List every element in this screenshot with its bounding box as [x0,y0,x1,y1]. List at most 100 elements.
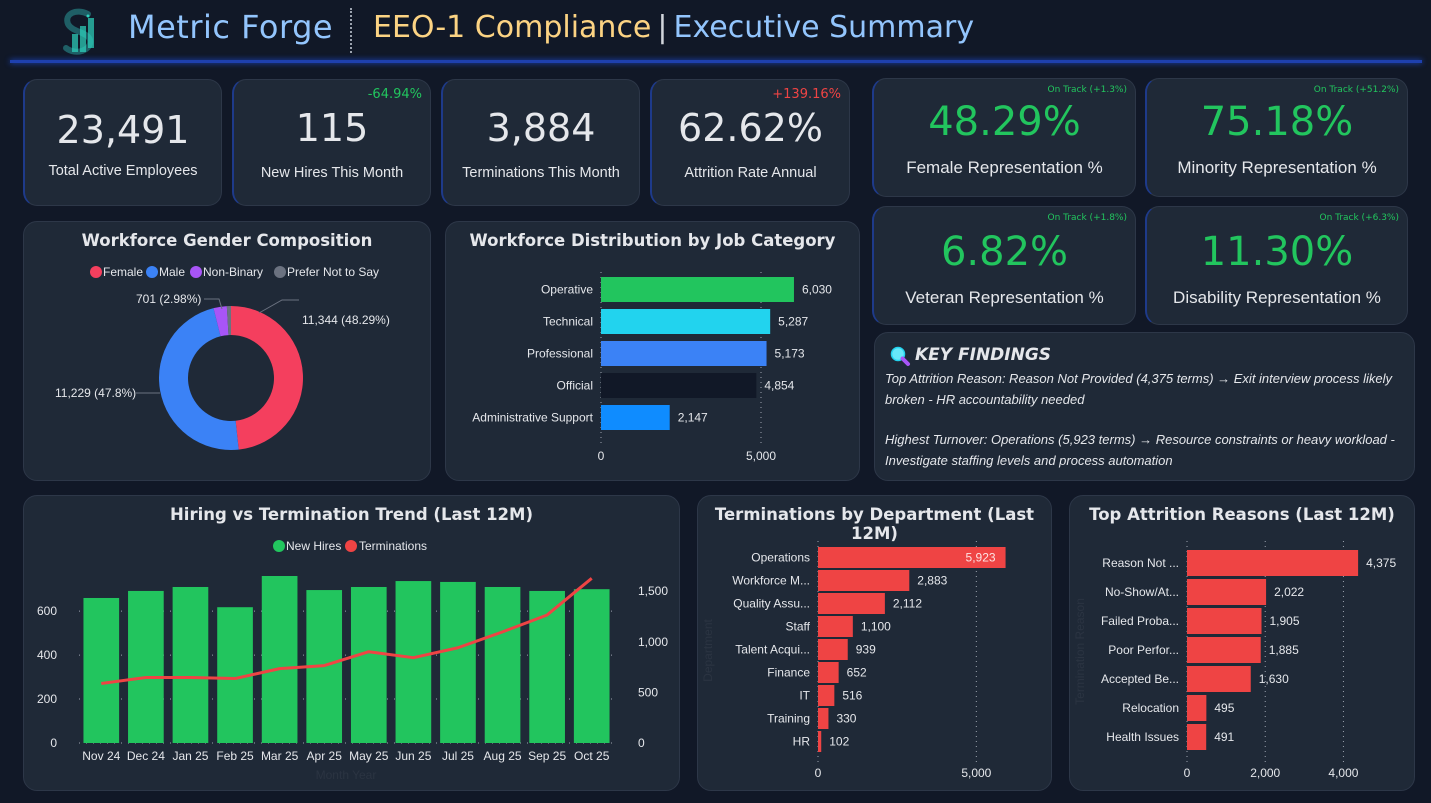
donut-slice-prefer-not-to-say [226,306,231,336]
chart-title: Terminations by Department (Last 12M) [714,505,1035,543]
data-label: 516 [842,689,862,703]
rep-card-female: On Track (+1.3%) 48.29% Female Represent… [872,78,1136,197]
status-badge: On Track (+1.8%) [1047,213,1128,223]
chart-title: Workforce Gender Composition [81,231,373,250]
kpi-card-attrition-rate: +139.16% 62.62% Attrition Rate Annual [650,79,850,206]
y-category-label: Operative [541,283,593,297]
data-label: 5,923 [966,551,996,565]
page-title: EEO-1 Compliance | Executive Summary [373,10,974,45]
bar [1187,550,1359,576]
rep-value: 11.30% [1200,229,1354,275]
legend-label: Prefer Not to Say [287,265,379,279]
y-category-label: Reason Not ... [1102,556,1179,570]
finding-item: Top Attrition Reason: Reason Not Provide… [885,371,1392,407]
dashboard-header: Metric Forge EEO-1 Compliance | Executive … [0,0,1431,62]
bar [818,731,822,752]
data-label: 4,854 [764,379,794,393]
bar [601,277,794,302]
bar [818,593,885,614]
x-tick-label: Apr 25 [307,749,343,763]
x-tick-label: Dec 24 [127,749,165,763]
department-bar-chart: 0 5,000 Operations 5,923 Workforce M... 2,883… [701,541,1006,780]
chart-title: Hiring vs Termination Trend (Last 12M) [169,505,533,524]
y-category-label: Quality Assu... [733,597,810,611]
data-label: 1,100 [861,620,891,634]
x-tick-label: Aug 25 [484,749,522,763]
hiring-termination-trend-card: Hiring vs Termination Trend (Last 12M) N… [23,495,680,791]
y-category-label: IT [799,689,810,703]
kpi-label: Attrition Rate Annual [684,165,817,181]
rep-value: 6.82% [940,229,1069,275]
data-label: 495 [1214,701,1234,715]
finding-item: Highest Turnover: Operations (5,923 term… [885,432,1395,468]
y-category-label: Failed Proba... [1101,614,1179,628]
job-category-card: Workforce Distribution by Job Category 0… [445,221,860,481]
data-label: 11,344 (48.29%) [302,313,390,327]
legend-marker [146,266,158,278]
data-label: 1,905 [1270,614,1300,628]
legend-label: Non-Binary [203,265,263,279]
rep-card-disability: On Track (+6.3%) 11.30% Disability Repre… [1145,206,1408,325]
bar-new-hires [261,576,298,743]
legend-label: Male [159,265,185,279]
bar [601,341,767,366]
bar-new-hires [573,589,610,743]
title-separator: | [657,10,668,45]
y-category-label: Talent Acqui... [735,643,810,657]
y-category-label: Relocation [1122,701,1179,715]
bar-new-hires [395,581,432,743]
legend-marker [273,540,285,552]
kpi-value: 62.62% [678,106,823,150]
kpi-card-total-active: 23,491 Total Active Employees [23,79,222,206]
header-divider [350,8,352,53]
kpi-card-new-hires: -64.94% 115 New Hires This Month [232,79,431,206]
data-label: 2,022 [1274,585,1304,599]
x-tick-label: 5,000 [961,766,991,780]
rep-label: Veteran Representation % [905,288,1104,307]
header-underline [10,60,1422,63]
y-axis-title: Department [701,618,715,681]
x-tick-label: Sep 25 [528,749,566,763]
legend-marker [90,266,102,278]
kpi-label: Total Active Employees [48,163,198,179]
kpi-delta: -64.94% [367,87,422,102]
title-part2: Executive Summary [673,10,975,45]
trend-combo-chart: New Hires Terminations 0 200 400 600 0 500 1,000… [37,539,668,782]
y-category-label: Poor Perfor... [1108,643,1179,657]
key-findings-title: KEY FINDINGS [915,345,1052,365]
y-category-label: Official [557,379,593,393]
x-tick-label: 0 [815,766,822,780]
legend-marker [345,540,357,552]
job-category-bar-chart: 0 5,000 Operative 6,030 Technical 5,287 Profes… [472,272,832,463]
kpi-delta: +139.16% [772,87,841,102]
data-label: 2,112 [893,597,922,611]
x-tick-label: Feb 25 [216,749,254,763]
data-label: 5,287 [778,315,808,329]
y-category-label: Workforce M... [732,574,810,588]
donut-slice-non-binary [213,306,229,337]
bar [1187,724,1207,750]
bar [818,570,910,591]
x-tick-label: Oct 25 [574,749,610,763]
legend-label: New Hires [286,539,341,553]
brand-name: Metric Forge [128,8,334,46]
y-tick-label-right: 500 [638,685,658,699]
bar [1187,666,1251,692]
data-label: 11,229 (47.8%) [55,386,136,400]
bar [1187,695,1207,721]
kpi-value: 3,884 [486,106,596,150]
y-category-label: Technical [543,315,593,329]
x-tick-label: Jan 25 [172,749,208,763]
chart-title: Top Attrition Reasons (Last 12M) [1089,505,1395,524]
y-category-label: Training [767,712,810,726]
bar [1187,579,1267,605]
rep-label: Disability Representation % [1173,288,1381,307]
bar-new-hires [128,590,164,743]
rep-card-veteran: On Track (+1.8%) 6.82% Veteran Represent… [872,206,1136,325]
legend-marker [274,266,286,278]
y-category-label: Staff [786,620,811,634]
y-tick-label-right: 0 [638,736,645,750]
y-category-label: Accepted Be... [1101,672,1179,686]
status-badge: On Track (+1.3%) [1047,85,1128,95]
y-tick-label-right: 1,500 [638,584,668,598]
